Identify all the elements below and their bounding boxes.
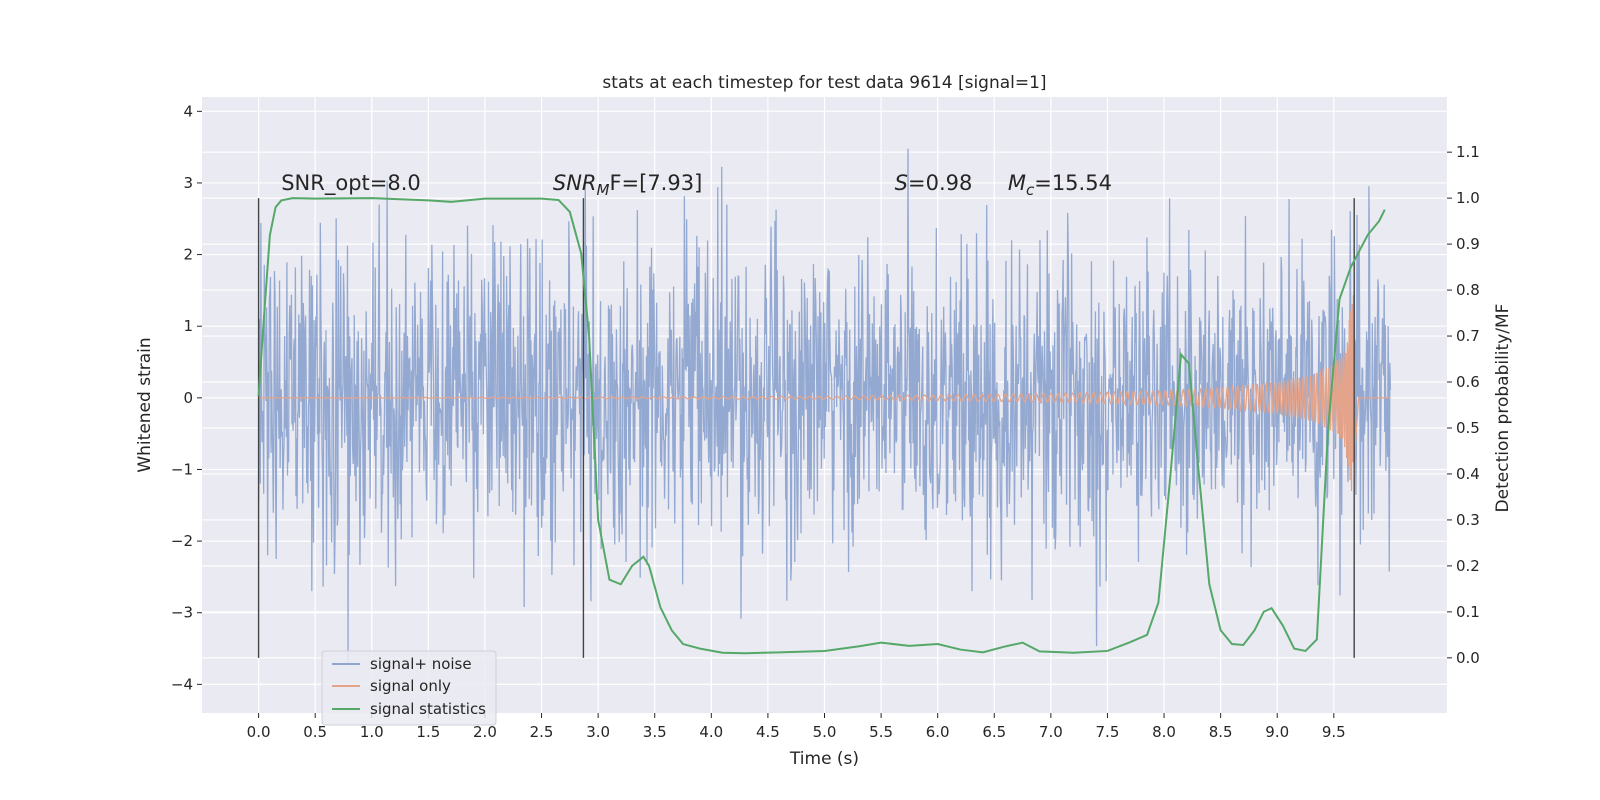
annotation-s-tail: =0.98 [908,171,972,195]
y2-tick-label-4: 0.4 [1456,465,1480,483]
y2-tick-label-0: 0.0 [1456,649,1480,667]
y-axis-label: Whitened strain [135,337,155,472]
y2-tick-label-3: 0.3 [1456,511,1480,529]
annotation-snr-mf-sub: M [597,181,610,199]
x-tick-label-12: 6.0 [926,723,950,741]
annotation-mc-sub: c [1026,181,1035,199]
x-tick-label-17: 8.5 [1209,723,1233,741]
x-tick-label-15: 7.5 [1096,723,1120,741]
signal-plus-noise-line [257,148,1392,664]
y-tick-label-6: 2 [183,246,193,264]
y-tick-label-4: 0 [183,389,193,407]
legend-label-signal-only: signal only [370,677,451,695]
annotation-snr-mf-tail: F=[7.93] [609,171,702,195]
y2-tick-label-11: 1.1 [1456,143,1480,161]
x-tick-label-4: 2.0 [473,723,497,741]
chart-title: stats at each timestep for test data 961… [602,73,1046,93]
x-tick-label-14: 7.0 [1039,723,1063,741]
y2-tick-label-9: 0.9 [1456,235,1480,253]
y-tick-label-1: −3 [171,604,193,622]
x-tick-label-5: 2.5 [530,723,554,741]
x-tick-label-8: 4.0 [699,723,723,741]
y2-tick-label-5: 0.5 [1456,419,1480,437]
legend: signal+ noise signal only signal statist… [321,650,497,726]
signal-statistics-line [257,197,1386,655]
y-tick-label-7: 3 [183,174,193,192]
signal-only-line [258,295,1391,491]
x-tick-label-19: 9.5 [1322,723,1346,741]
annotation-snr-mf: SNRMF=[7.93] [553,171,702,199]
x-tick-label-2: 1.0 [360,723,384,741]
legend-label-signal-statistics: signal statistics [370,700,486,718]
x-tick-label-1: 0.5 [303,723,327,741]
y2-tick-label-2: 0.2 [1456,557,1480,575]
x-tick-label-10: 5.0 [813,723,837,741]
annotation-s-main: S [895,171,908,195]
x-tick-label-13: 6.5 [982,723,1006,741]
y2-tick-label-8: 0.8 [1456,281,1480,299]
legend-box [321,650,497,726]
y-tick-label-3: −1 [171,460,193,478]
y2-axis-label: Detection probability/MF [1493,304,1513,513]
annotation-s: S=0.98 [895,171,973,195]
x-tick-label-3: 1.5 [416,723,440,741]
x-tick-label-6: 3.0 [586,723,610,741]
x-tick-label-18: 9.0 [1265,723,1289,741]
x-tick-label-16: 8.0 [1152,723,1176,741]
y-tick-label-5: 1 [183,317,193,335]
y-tick-label-2: −2 [171,532,193,550]
legend-label-signal-plus-noise: signal+ noise [370,655,472,673]
series-signal-only [258,295,1391,491]
x-tick-label-0: 0.0 [247,723,271,741]
y2-tick-label-6: 0.6 [1456,373,1480,391]
y2-tick-label-7: 0.7 [1456,327,1480,345]
x-tick-label-9: 4.5 [756,723,780,741]
series-signal-statistics [257,197,1386,655]
annotation-snr-mf-main: SNR [553,171,597,195]
y2-tick-label-1: 0.1 [1456,603,1480,621]
x-axis-label: Time (s) [789,749,859,769]
annotation-mc-tail: =15.54 [1034,171,1112,195]
annotation-snr-opt: SNR_opt=8.0 [281,171,421,196]
axes: 0.0 0.5 1.0 1.5 2.0 2.5 3.0 3.5 4.0 4.5 5.0 5.5 6.0 6… [171,102,1480,741]
annotation-mc-main: M [1008,171,1026,195]
x-tick-label-11: 5.5 [869,723,893,741]
y-tick-label-8: 4 [183,102,193,120]
y-tick-label-0: −4 [171,675,193,693]
y2-tick-label-10: 1.0 [1456,189,1480,207]
series-signal-plus-noise [257,148,1392,664]
x-tick-label-7: 3.5 [643,723,667,741]
annotation-mc: Mc=15.54 [1008,171,1112,199]
